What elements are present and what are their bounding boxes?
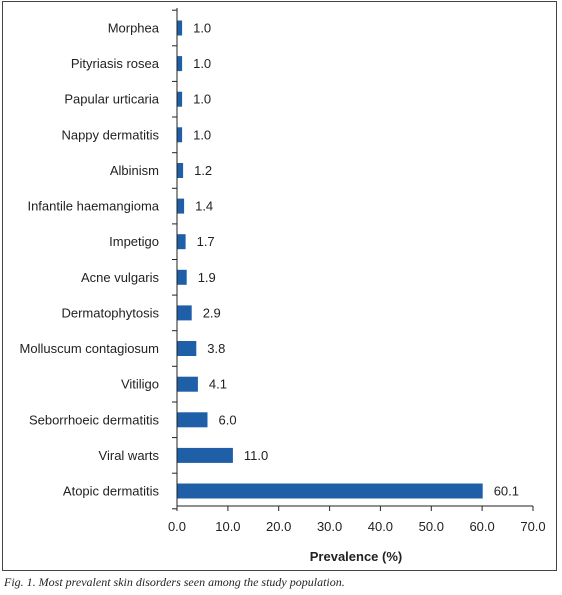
category-label-5: Infantile haemangioma — [27, 199, 159, 214]
axis-layer: 0.0 10.0 20.0 30.0 40.0 50.0 60.0 70.0 — [168, 8, 546, 534]
x-tick-label-3: 30.0 — [317, 519, 342, 534]
x-tick-label-5: 50.0 — [419, 519, 444, 534]
x-tick-label-7: 70.0 — [520, 519, 545, 534]
value-label-0: 1.0 — [193, 21, 211, 36]
bar-chart: Morphea 1.0 Pityriasis rosea 1.0 Papular urt… — [20, 8, 546, 564]
x-tick-label-2: 20.0 — [266, 519, 291, 534]
bar-4 — [177, 163, 184, 178]
figure-frame — [2, 1, 557, 571]
bar-13 — [177, 483, 483, 499]
x-tick-label-1: 10.0 — [215, 519, 240, 534]
bar-5 — [177, 198, 185, 214]
category-label-0: Morphea — [108, 21, 160, 36]
value-label-3: 1.0 — [193, 127, 211, 142]
x-tick-label-4: 40.0 — [368, 519, 393, 534]
category-label-4: Albinism — [110, 163, 159, 178]
value-label-5: 1.4 — [195, 199, 213, 214]
bar-0 — [177, 20, 183, 36]
bar-1 — [177, 56, 183, 72]
category-label-1: Pityriasis rosea — [71, 56, 160, 71]
bar-10 — [177, 376, 198, 392]
value-label-2: 1.0 — [193, 92, 211, 107]
category-label-2: Papular urticaria — [64, 92, 159, 107]
category-label-8: Dermatophytosis — [61, 305, 159, 320]
category-label-6: Impetigo — [109, 234, 159, 249]
x-tick-label-6: 60.0 — [469, 519, 494, 534]
bar-2 — [177, 91, 183, 107]
category-label-13: Atopic dermatitis — [63, 484, 160, 499]
category-label-3: Nappy dermatitis — [61, 127, 159, 142]
value-label-4: 1.2 — [194, 163, 212, 178]
bar-3 — [177, 127, 183, 143]
category-label-11: Seborrhoeic dermatitis — [29, 412, 160, 427]
value-label-8: 2.9 — [203, 305, 221, 320]
figure-caption: Fig. 1. Most prevalent skin disorders se… — [4, 575, 345, 589]
category-label-7: Acne vulgaris — [81, 270, 160, 285]
bar-12 — [177, 447, 233, 463]
bar-8 — [177, 305, 192, 321]
value-label-10: 4.1 — [209, 377, 227, 392]
category-label-12: Viral warts — [99, 448, 160, 463]
value-label-11: 6.0 — [219, 412, 237, 427]
bars-layer: Morphea 1.0 Pityriasis rosea 1.0 Papular urt… — [20, 20, 519, 499]
bar-7 — [177, 269, 187, 285]
x-tick-label-0: 0.0 — [168, 519, 186, 534]
value-label-9: 3.8 — [207, 341, 225, 356]
category-label-9: Molluscum contagiosum — [20, 341, 159, 356]
value-label-13: 60.1 — [494, 484, 519, 499]
bar-6 — [177, 234, 186, 250]
bar-9 — [177, 341, 197, 356]
value-label-7: 1.9 — [198, 270, 216, 285]
x-axis-title: Prevalence (%) — [310, 549, 403, 564]
value-label-1: 1.0 — [193, 56, 211, 71]
category-label-10: Vitiligo — [121, 377, 159, 392]
bar-11 — [177, 412, 208, 428]
value-label-12: 11.0 — [244, 448, 268, 463]
value-label-6: 1.7 — [197, 234, 215, 249]
